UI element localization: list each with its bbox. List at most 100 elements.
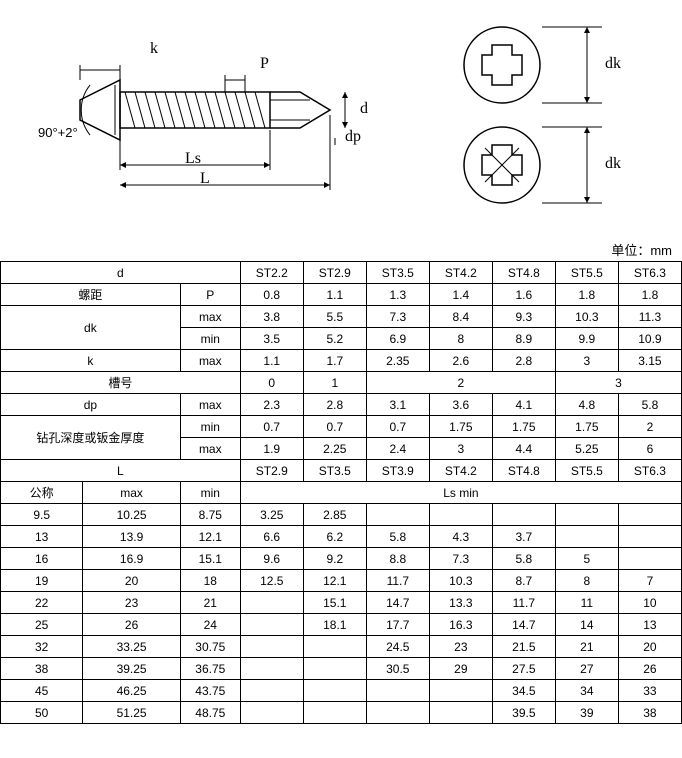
table-row: 4546.2543.7534.53433 xyxy=(1,680,682,702)
max-label: max xyxy=(180,394,240,416)
cell: 1.6 xyxy=(492,284,555,306)
cell: 51.25 xyxy=(83,702,180,724)
cell: 24.5 xyxy=(366,636,429,658)
screw-side-view xyxy=(60,30,400,210)
cell: 14.7 xyxy=(366,592,429,614)
cell: 1.75 xyxy=(492,416,555,438)
cell: 45 xyxy=(1,680,83,702)
cell: 3.7 xyxy=(492,526,555,548)
cell: 18 xyxy=(180,570,240,592)
max-label: max xyxy=(180,306,240,328)
cell xyxy=(240,614,303,636)
cell: 2 xyxy=(618,416,681,438)
cell: 11 xyxy=(555,592,618,614)
cell xyxy=(240,702,303,724)
size-header: ST4.8 xyxy=(492,262,555,284)
table-row: 3233.2530.7524.52321.52120 xyxy=(1,636,682,658)
cell: 23 xyxy=(429,636,492,658)
cell: 1.1 xyxy=(303,284,366,306)
cell xyxy=(492,504,555,526)
cell: 2.4 xyxy=(366,438,429,460)
cell: 30.75 xyxy=(180,636,240,658)
cell: 4.3 xyxy=(429,526,492,548)
dim-d: d xyxy=(360,100,368,118)
cell: 20 xyxy=(618,636,681,658)
size-header: ST2.9 xyxy=(240,460,303,482)
screw-head-views xyxy=(442,15,642,215)
cell: 18.1 xyxy=(303,614,366,636)
drill-label: 钻孔深度或钣金厚度 xyxy=(1,416,181,460)
cell xyxy=(618,504,681,526)
max-label: max xyxy=(180,350,240,372)
cell xyxy=(366,702,429,724)
cell xyxy=(240,680,303,702)
cell: 10.25 xyxy=(83,504,180,526)
table-row: 22232115.114.713.311.71110 xyxy=(1,592,682,614)
cell: 10.3 xyxy=(429,570,492,592)
cell: 20 xyxy=(83,570,180,592)
cell xyxy=(240,658,303,680)
cell: 19 xyxy=(1,570,83,592)
cell: 21.5 xyxy=(492,636,555,658)
cell: 3.25 xyxy=(240,504,303,526)
cell: 1.9 xyxy=(240,438,303,460)
cell: 12.5 xyxy=(240,570,303,592)
cell: 3.15 xyxy=(618,350,681,372)
spec-table-1: d ST2.2 ST2.9 ST3.5 ST4.2 ST4.8 ST5.5 ST… xyxy=(0,261,682,724)
size-header: ST4.2 xyxy=(429,460,492,482)
cell: 16.9 xyxy=(83,548,180,570)
cell: 24 xyxy=(180,614,240,636)
cell: 17.7 xyxy=(366,614,429,636)
cell xyxy=(303,702,366,724)
cell: 33.25 xyxy=(83,636,180,658)
cell: 38 xyxy=(1,658,83,680)
table-row: 1313.912.16.66.25.84.33.7 xyxy=(1,526,682,548)
cell: 15.1 xyxy=(180,548,240,570)
cell xyxy=(366,504,429,526)
cell: 16 xyxy=(1,548,83,570)
cell: 7.3 xyxy=(366,306,429,328)
cell: 1.1 xyxy=(240,350,303,372)
cell: 9.9 xyxy=(555,328,618,350)
cell: 9.2 xyxy=(303,548,366,570)
cell: 39.5 xyxy=(492,702,555,724)
cell: 8.75 xyxy=(180,504,240,526)
cell: 10 xyxy=(618,592,681,614)
cell: 0.7 xyxy=(303,416,366,438)
cell: 5.8 xyxy=(618,394,681,416)
cell: 1.8 xyxy=(555,284,618,306)
table-row: 25262418.117.716.314.71413 xyxy=(1,614,682,636)
cell: 3.5 xyxy=(240,328,303,350)
cell: 5.8 xyxy=(492,548,555,570)
cell: 2 xyxy=(366,372,555,394)
cell: 27 xyxy=(555,658,618,680)
size-header: ST3.5 xyxy=(366,262,429,284)
cell xyxy=(555,504,618,526)
cell xyxy=(366,680,429,702)
max-label: max xyxy=(83,482,180,504)
cell: 26 xyxy=(83,614,180,636)
cell: 2.35 xyxy=(366,350,429,372)
cell: 38 xyxy=(618,702,681,724)
Ls-header: Ls min xyxy=(240,482,681,504)
cell: 21 xyxy=(180,592,240,614)
dim-dp: dp xyxy=(345,128,361,146)
cell: 2.8 xyxy=(492,350,555,372)
cell: 4.1 xyxy=(492,394,555,416)
cell: 13.3 xyxy=(429,592,492,614)
cell: 6.6 xyxy=(240,526,303,548)
cell: 13.9 xyxy=(83,526,180,548)
cell: 11.7 xyxy=(492,592,555,614)
diagram-area: k P d dp Ls L dk dk 90°+2° xyxy=(0,0,682,240)
P-sym: P xyxy=(180,284,240,306)
min-label: min xyxy=(180,328,240,350)
cell: 0 xyxy=(240,372,303,394)
cell xyxy=(618,526,681,548)
cell: 32 xyxy=(1,636,83,658)
unit-label: 单位：mm xyxy=(0,240,682,259)
cell: 3.1 xyxy=(366,394,429,416)
cell: 5.25 xyxy=(555,438,618,460)
cell: 7 xyxy=(618,570,681,592)
pitch-label: 螺距 xyxy=(1,284,181,306)
cell: 9.3 xyxy=(492,306,555,328)
